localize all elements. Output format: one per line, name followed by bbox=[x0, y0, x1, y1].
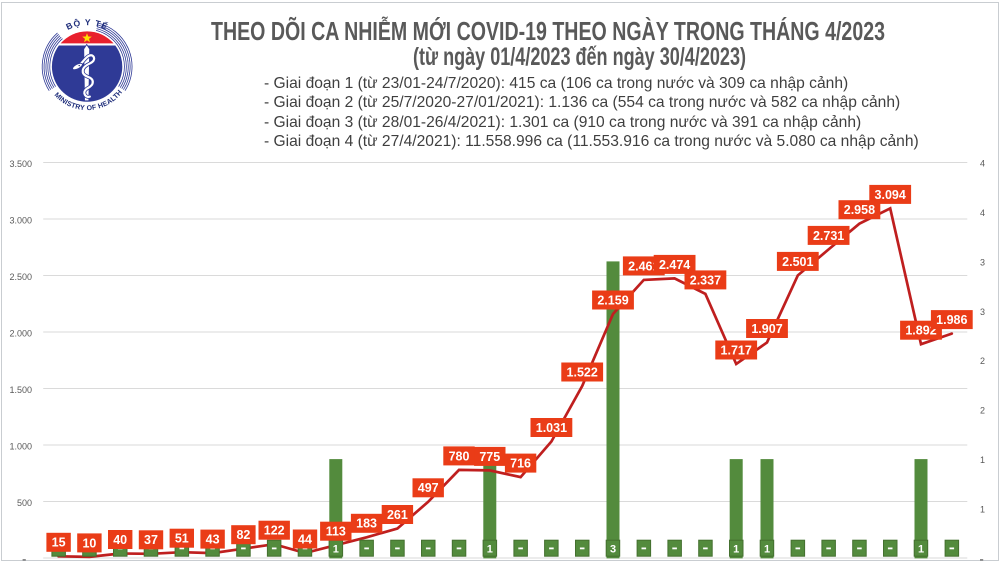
svg-text:1.031: 1.031 bbox=[536, 421, 567, 435]
svg-text:1.522: 1.522 bbox=[567, 365, 598, 379]
svg-text:780: 780 bbox=[449, 449, 470, 463]
svg-text:1: 1 bbox=[733, 543, 739, 555]
svg-text:1: 1 bbox=[764, 543, 770, 555]
svg-text:2.500: 2.500 bbox=[9, 272, 32, 282]
svg-text:1: 1 bbox=[918, 543, 924, 555]
svg-text:4: 4 bbox=[980, 159, 985, 169]
svg-text:44: 44 bbox=[298, 532, 312, 546]
svg-text:51: 51 bbox=[175, 532, 189, 546]
svg-text:4: 4 bbox=[980, 208, 985, 218]
svg-text:1: 1 bbox=[333, 543, 339, 555]
svg-text:1.907: 1.907 bbox=[751, 322, 782, 336]
svg-text:10: 10 bbox=[82, 536, 96, 550]
svg-text:1: 1 bbox=[487, 543, 493, 555]
svg-text:500: 500 bbox=[17, 498, 32, 508]
svg-text:2.461: 2.461 bbox=[628, 259, 659, 273]
svg-text:1: 1 bbox=[980, 455, 985, 465]
svg-text:3.094: 3.094 bbox=[875, 188, 906, 202]
svg-text:2.159: 2.159 bbox=[597, 293, 628, 307]
svg-text:113: 113 bbox=[326, 525, 346, 539]
svg-text:2.958: 2.958 bbox=[844, 203, 875, 217]
svg-text:3: 3 bbox=[980, 257, 985, 267]
svg-text:2: 2 bbox=[980, 356, 985, 366]
svg-text:BỘ Y TẾ: BỘ Y TẾ bbox=[64, 17, 109, 32]
svg-text:261: 261 bbox=[387, 508, 408, 522]
svg-text:37: 37 bbox=[144, 533, 158, 547]
svg-text:2.731: 2.731 bbox=[813, 229, 844, 243]
svg-text:1.500: 1.500 bbox=[9, 385, 32, 395]
svg-text:1.892: 1.892 bbox=[905, 324, 936, 338]
svg-text:3.000: 3.000 bbox=[9, 216, 32, 226]
svg-text:3.500: 3.500 bbox=[9, 159, 32, 169]
svg-text:1: 1 bbox=[980, 505, 985, 515]
svg-text:775: 775 bbox=[479, 450, 500, 464]
svg-text:1.717: 1.717 bbox=[721, 343, 752, 357]
svg-text:3: 3 bbox=[610, 543, 616, 555]
svg-text:2.337: 2.337 bbox=[690, 273, 721, 287]
svg-text:43: 43 bbox=[206, 533, 220, 547]
svg-text:2.000: 2.000 bbox=[9, 329, 32, 339]
svg-text:82: 82 bbox=[236, 528, 250, 542]
svg-text:3: 3 bbox=[980, 307, 985, 317]
svg-text:497: 497 bbox=[418, 481, 439, 495]
svg-text:2.501: 2.501 bbox=[782, 255, 813, 269]
svg-text:2: 2 bbox=[980, 406, 985, 416]
svg-text:122: 122 bbox=[264, 524, 285, 538]
svg-text:183: 183 bbox=[356, 517, 377, 531]
svg-text:2.474: 2.474 bbox=[659, 258, 690, 272]
svg-text:1.000: 1.000 bbox=[9, 442, 32, 452]
svg-text:15: 15 bbox=[52, 536, 66, 550]
svg-text:40: 40 bbox=[113, 533, 127, 547]
svg-text:716: 716 bbox=[510, 457, 531, 471]
svg-text:1.986: 1.986 bbox=[936, 313, 967, 327]
